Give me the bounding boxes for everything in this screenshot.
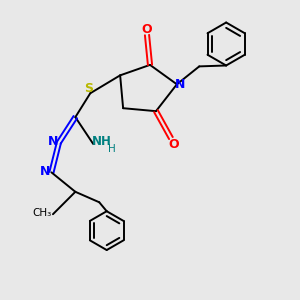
Text: CH₃: CH₃: [32, 208, 51, 218]
Text: N: N: [175, 78, 185, 91]
Text: O: O: [142, 22, 152, 36]
Text: N: N: [48, 134, 58, 148]
Text: N: N: [40, 165, 51, 178]
Text: S: S: [84, 82, 93, 95]
Text: NH: NH: [92, 135, 112, 148]
Text: O: O: [169, 137, 179, 151]
Text: H: H: [108, 143, 116, 154]
